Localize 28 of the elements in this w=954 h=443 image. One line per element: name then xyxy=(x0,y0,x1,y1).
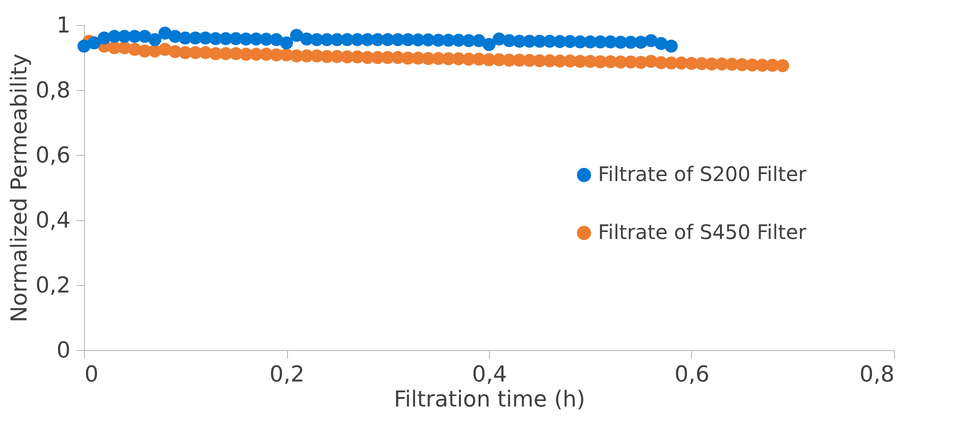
point xyxy=(88,36,101,50)
point xyxy=(654,37,668,50)
legend-label: Filtrate of S200 Filter xyxy=(598,162,808,186)
x-tick-label: 0 xyxy=(84,362,98,388)
point xyxy=(280,36,294,50)
point xyxy=(148,33,162,46)
x-tick-label: 0,4 xyxy=(472,362,507,388)
x-axis-title: Filtration time (h) xyxy=(394,388,586,412)
y-axis-title: Normalized Permeability xyxy=(8,54,33,322)
point xyxy=(664,40,678,53)
x-tick-label: 0,8 xyxy=(860,362,894,388)
point xyxy=(482,38,496,52)
point xyxy=(472,34,486,48)
y-tick-label: 0,8 xyxy=(36,78,70,104)
y-tick-label: 0,2 xyxy=(36,274,70,298)
point xyxy=(270,33,283,46)
point xyxy=(644,34,658,48)
point xyxy=(158,26,172,40)
y-tick-label: 0,4 xyxy=(36,208,70,234)
x-tick-label: 0,2 xyxy=(270,362,304,388)
point xyxy=(138,30,152,43)
x-tick-label: 0,6 xyxy=(674,362,710,388)
legend-label: Filtrate of S450 Filter xyxy=(598,220,808,244)
point xyxy=(77,40,91,53)
y-tick-label: 0 xyxy=(56,338,70,364)
point xyxy=(290,28,304,42)
y-tick-label: 0,6 xyxy=(36,144,70,168)
y-tick-label: 1 xyxy=(56,14,70,38)
